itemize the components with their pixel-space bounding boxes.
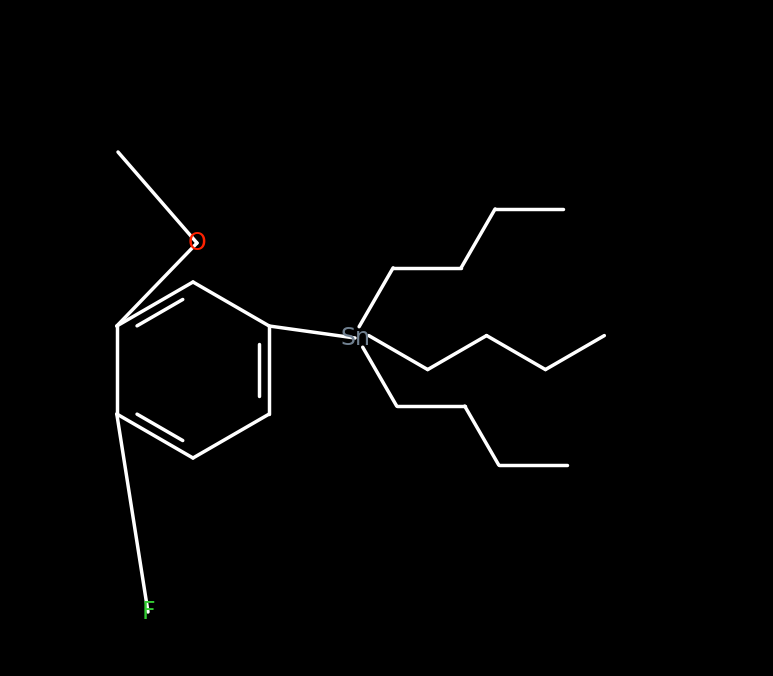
Text: Sn: Sn <box>340 326 370 350</box>
Text: O: O <box>188 231 206 255</box>
Text: F: F <box>141 600 155 624</box>
